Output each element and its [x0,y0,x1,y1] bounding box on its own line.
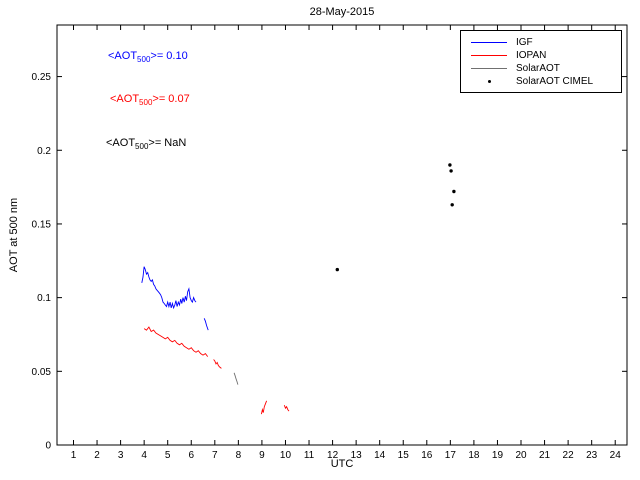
svg-text:21: 21 [539,450,551,461]
svg-text:17: 17 [445,450,457,461]
legend-dot-sample-solaraot-cimel [471,75,507,88]
annotation-subscript: 500 [139,98,153,108]
svg-text:13: 13 [351,450,363,461]
svg-text:3: 3 [118,450,124,461]
svg-text:8: 8 [236,450,242,461]
svg-text:5: 5 [165,450,171,461]
svg-text:1: 1 [71,450,77,461]
svg-text:22: 22 [563,450,575,461]
annotation-mean-aot-igf: <AOT500>= 0.10 [108,50,188,64]
svg-text:0.2: 0.2 [37,146,51,157]
svg-text:16: 16 [421,450,433,461]
svg-text:10: 10 [280,450,292,461]
svg-text:20: 20 [515,450,527,461]
svg-text:0: 0 [45,441,51,452]
annotation-prefix: <AOT [106,137,136,149]
svg-text:6: 6 [188,450,194,461]
svg-text:19: 19 [492,450,504,461]
legend-label-igf: IGF [516,37,533,48]
legend-line-sample-igf [471,42,507,43]
legend-item-iopan: IOPAN [471,49,621,62]
legend-line-sample-iopan [471,55,507,56]
annotation-mean-aot-iopan: <AOT500>= 0.07 [110,93,190,107]
legend-line-sample-solaraot [471,68,507,69]
legend-label-iopan: IOPAN [516,50,547,61]
annotation-prefix: <AOT [108,50,138,62]
legend-item-igf: IGF [471,36,621,49]
svg-text:14: 14 [374,450,386,461]
svg-text:4: 4 [141,450,147,461]
annotation-subscript: 500 [137,55,151,65]
annotation-prefix: <AOT [110,93,140,105]
y-axis-label: AOT at 500 nm [8,197,20,273]
annotation-mean-aot-solaraot: <AOT500>= NaN [106,137,186,151]
svg-text:23: 23 [586,450,598,461]
svg-text:0.25: 0.25 [32,72,52,83]
svg-text:0.15: 0.15 [32,219,52,230]
svg-text:24: 24 [610,450,622,461]
svg-text:9: 9 [259,450,265,461]
legend-item-solaraot-cimel: SolarAOT CIMEL [471,75,621,88]
legend-label-solaraot: SolarAOT [516,63,560,74]
svg-text:0.1: 0.1 [37,293,51,304]
x-axis-label: UTC [330,458,354,470]
chart-title: 28-May-2015 [309,6,375,18]
svg-text:0.05: 0.05 [32,367,52,378]
legend-item-solaraot: SolarAOT [471,62,621,75]
svg-text:7: 7 [212,450,218,461]
annotation-subscript: 500 [135,142,149,152]
svg-text:18: 18 [468,450,480,461]
svg-text:2: 2 [94,450,100,461]
svg-text:15: 15 [398,450,410,461]
legend: IGF IOPAN SolarAOT SolarAOT CIMEL [460,30,622,93]
svg-text:11: 11 [304,450,315,461]
annotation-value: >= NaN [148,137,187,149]
legend-label-solaraot-cimel: SolarAOT CIMEL [516,76,594,87]
svg-text:12: 12 [327,450,339,461]
annotation-value: >= 0.10 [150,50,188,62]
annotation-value: >= 0.07 [152,93,190,105]
